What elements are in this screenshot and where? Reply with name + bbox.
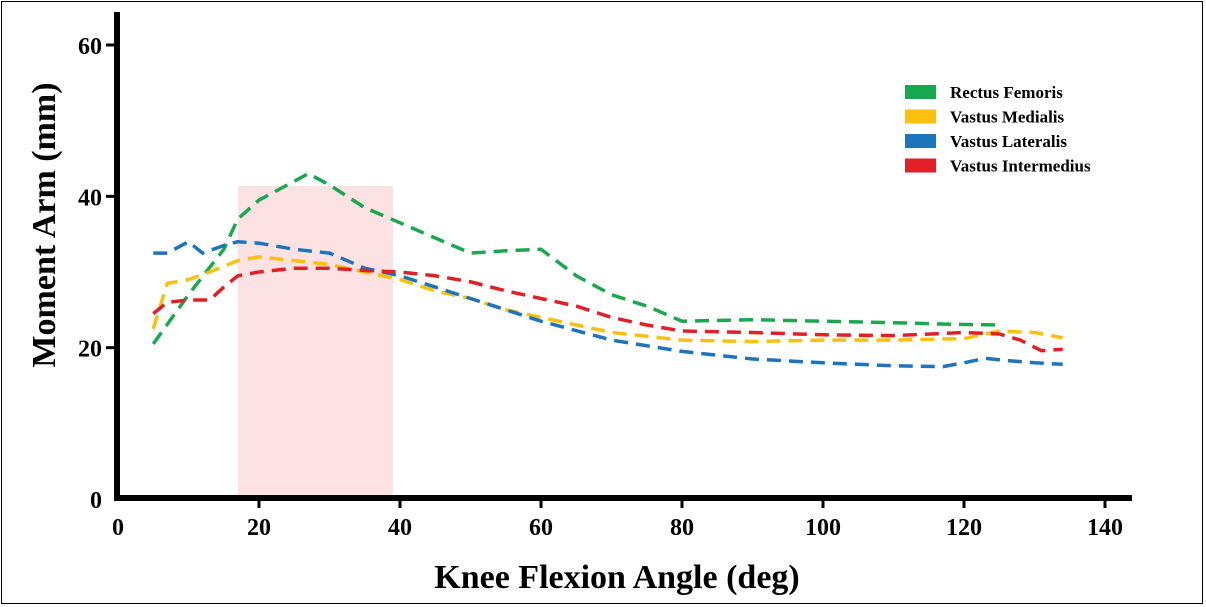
y-tick-label: 60 xyxy=(78,34,102,60)
y-tick-label: 0 xyxy=(90,488,102,514)
legend-label: Vastus Medialis xyxy=(950,108,1065,127)
y-tick-label: 40 xyxy=(78,185,102,211)
x-tick-label: 140 xyxy=(1087,515,1123,541)
x-tick-label: 0 xyxy=(112,515,124,541)
shaded-region xyxy=(237,186,393,499)
x-tick-label: 100 xyxy=(805,515,841,541)
x-tick-label: 20 xyxy=(247,515,271,541)
legend-swatch xyxy=(905,134,936,148)
x-axis-title: Knee Flexion Angle (deg) xyxy=(434,559,799,596)
y-axis-title: Moment Arm (mm) xyxy=(26,82,63,367)
legend-swatch xyxy=(905,85,936,99)
legend-label: Vastus Intermedius xyxy=(950,157,1091,176)
legend-label: Rectus Femoris xyxy=(950,83,1063,102)
x-tick-label: 120 xyxy=(946,515,982,541)
legend-swatch xyxy=(905,109,936,124)
series-line-vastus-lateralis xyxy=(153,239,1063,369)
legend: Rectus Femoris Vastus Medialis Vastus Late… xyxy=(905,83,1091,176)
legend-swatch xyxy=(905,158,936,173)
y-tick-label: 20 xyxy=(78,337,102,363)
x-tick-label: 80 xyxy=(670,515,694,541)
x-tick-label: 60 xyxy=(529,515,553,541)
x-tick-label: 40 xyxy=(388,515,412,541)
legend-label: Vastus Lateralis xyxy=(950,132,1067,151)
